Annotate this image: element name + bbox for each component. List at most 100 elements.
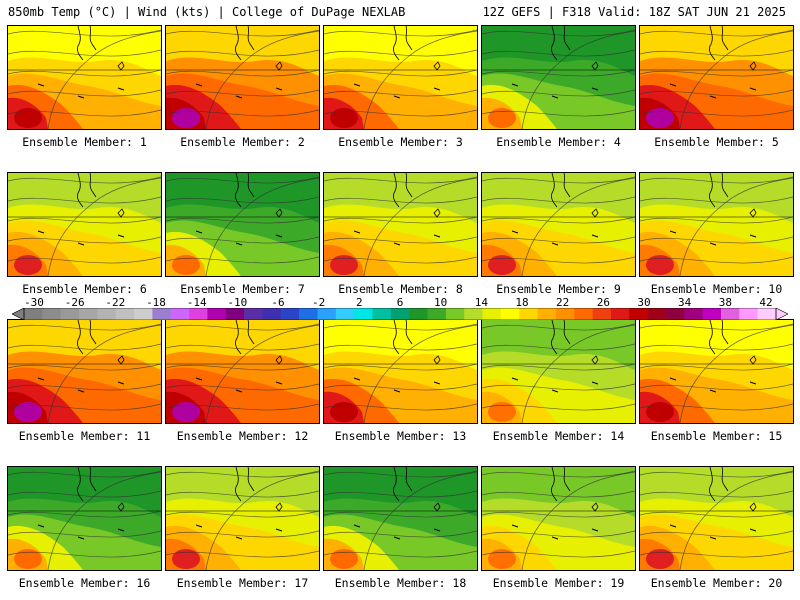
ensemble-map-panel (165, 319, 320, 424)
ensemble-map-panel (7, 172, 162, 277)
temperature-colorbar (12, 308, 788, 320)
ensemble-member-label: Ensemble Member: 11 (18, 429, 151, 443)
temperature-field-map (166, 320, 319, 423)
ensemble-map-panel (323, 466, 478, 571)
ensemble-map-panel (639, 172, 794, 277)
temperature-field-map (324, 467, 477, 570)
colorbar-tick-label: -30 (24, 296, 44, 309)
temperature-field-map (8, 26, 161, 129)
colorbar-swatch (280, 308, 300, 320)
colorbar-swatch (720, 308, 740, 320)
colorbar-max-arrow (775, 308, 788, 320)
colorbar-tick-label: 18 (515, 296, 529, 309)
temperature-field-map (8, 467, 161, 570)
colorbar-swatch (262, 308, 282, 320)
colorbar-swatch (79, 308, 98, 320)
colorbar-tick-label: -10 (227, 296, 248, 309)
colorbar-tick-label: 22 (556, 296, 570, 309)
colorbar-swatch (207, 308, 227, 320)
ensemble-map-panel (639, 466, 794, 571)
colorbar-swatch (24, 308, 43, 320)
temperature-field-map (324, 320, 477, 423)
model-run-info: 12Z GEFS | F318 Valid: 18Z SAT JUN 21 20… (482, 5, 786, 19)
colorbar-swatch (97, 308, 117, 320)
ensemble-member-label: Ensemble Member: 2 (180, 135, 305, 149)
ensemble-member-label: Ensemble Member: 20 (650, 576, 783, 590)
colorbar-swatch (390, 308, 410, 320)
colorbar-swatch (684, 308, 703, 320)
temperature-field-map (482, 26, 635, 129)
temperature-field-map (324, 173, 477, 276)
ensemble-member-label: Ensemble Member: 7 (180, 282, 305, 296)
colorbar-swatch (427, 308, 447, 320)
ensemble-member-label: Ensemble Member: 4 (496, 135, 621, 149)
colorbar-swatch (574, 308, 593, 320)
colorbar-tick-label: 6 (396, 296, 404, 309)
colorbar-tick-label: 30 (637, 296, 651, 309)
colorbar-swatch (739, 308, 758, 320)
colorbar-tick-label: 2 (356, 296, 363, 309)
colorbar-swatch (152, 308, 172, 320)
ensemble-map-panel (323, 25, 478, 130)
ensemble-map-panel (481, 466, 636, 571)
colorbar-swatch (555, 308, 575, 320)
colorbar-tick-label: -2 (312, 296, 326, 309)
temperature-field-map (166, 173, 319, 276)
ensemble-member-label: Ensemble Member: 9 (496, 282, 621, 296)
colorbar-tick-label: 10 (434, 296, 448, 309)
ensemble-member-label: Ensemble Member: 8 (338, 282, 463, 296)
temperature-field-map (166, 26, 319, 129)
colorbar-tick-label: -6 (271, 296, 285, 309)
colorbar-swatch (225, 308, 245, 320)
ensemble-map-panel (323, 172, 478, 277)
ensemble-member-label: Ensemble Member: 10 (650, 282, 783, 296)
colorbar-swatch (60, 308, 80, 320)
temperature-field-map (640, 26, 793, 129)
colorbar-swatch (189, 308, 208, 320)
ensemble-member-label: Ensemble Member: 14 (492, 429, 625, 443)
ensemble-member-label: Ensemble Member: 13 (334, 429, 467, 443)
temperature-field-map (8, 173, 161, 276)
temperature-field-map (8, 320, 161, 423)
ensemble-map-panel (165, 25, 320, 130)
temperature-field-map (640, 467, 793, 570)
colorbar-swatch (299, 308, 318, 320)
colorbar-swatch (610, 308, 630, 320)
temperature-field-map (166, 467, 319, 570)
colorbar-swatch (757, 308, 777, 320)
colorbar-swatch (244, 308, 263, 320)
colorbar-tick-label: -18 (146, 296, 166, 309)
colorbar-swatch (115, 308, 135, 320)
colorbar-swatch (170, 308, 190, 320)
ensemble-map-panel (639, 319, 794, 424)
colorbar-tick-label: 14 (474, 296, 488, 309)
colorbar-swatch (409, 308, 428, 320)
ensemble-member-label: Ensemble Member: 5 (654, 135, 779, 149)
colorbar-swatch (317, 308, 337, 320)
colorbar-min-arrow (12, 308, 25, 320)
colorbar-swatch (445, 308, 465, 320)
temperature-field-map (640, 320, 793, 423)
temperature-field-map (482, 173, 635, 276)
colorbar-swatch (372, 308, 392, 320)
colorbar-tick-label: -26 (64, 296, 85, 309)
ensemble-map-panel (323, 319, 478, 424)
colorbar-swatch (647, 308, 667, 320)
colorbar-swatch (629, 308, 648, 320)
ensemble-map-panel (481, 319, 636, 424)
colorbar-swatch (134, 308, 153, 320)
ensemble-member-label: Ensemble Member: 1 (22, 135, 147, 149)
colorbar-tick-label: 34 (678, 296, 692, 309)
colorbar-swatch (537, 308, 557, 320)
temperature-field-map (482, 320, 635, 423)
temperature-field-map (640, 173, 793, 276)
colorbar-swatch (354, 308, 373, 320)
ensemble-map-panel (639, 25, 794, 130)
ensemble-member-label: Ensemble Member: 17 (176, 576, 309, 590)
colorbar-tick-label: 38 (718, 296, 732, 309)
colorbar-tick-label: -14 (186, 296, 207, 309)
colorbar-swatch (464, 308, 483, 320)
colorbar-swatch (482, 308, 502, 320)
ensemble-member-label: Ensemble Member: 15 (650, 429, 783, 443)
temperature-field-map (482, 467, 635, 570)
